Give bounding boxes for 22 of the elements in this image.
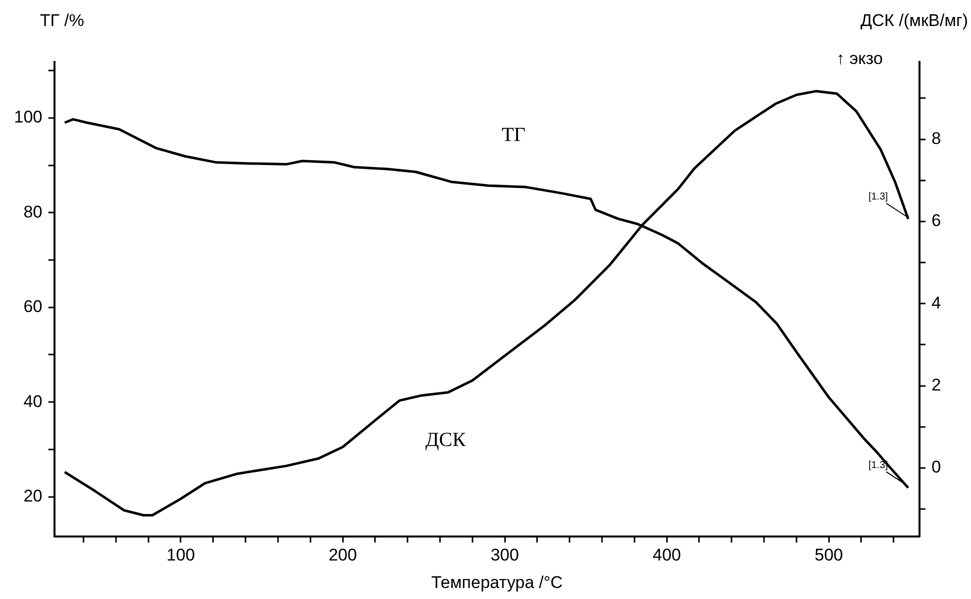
series-label: ДСК [425,428,466,451]
x-axis-title: Температура /°C [431,572,563,592]
x-tick-label: 400 [652,545,681,564]
x-tick-label: 100 [166,545,195,564]
y-tick-label: 100 [14,108,42,127]
y2-axis-title: ДСК /(мкВ/мг) [860,11,968,30]
y2-tick-label: 6 [932,211,942,230]
y-tick-label: 60 [23,297,42,316]
y-tick-label: 80 [23,202,42,222]
x-tick-label: 300 [490,545,519,564]
y2-tick-label: 4 [932,293,942,312]
y2-tick-label: 2 [932,375,942,394]
y2-tick-label: 8 [932,128,942,148]
y2-tick-label: 0 [932,458,942,477]
y-axis-title: ТГ /% [40,11,84,30]
text: ТГ [502,124,526,146]
annotation: ↑ экзо [836,49,883,68]
x-tick-label: 200 [328,545,357,564]
y-tick-label: 40 [23,392,42,411]
y-tick-label: 20 [23,486,42,506]
x-tick-label: 500 [814,545,843,564]
annotation: [1.3] [868,191,888,202]
